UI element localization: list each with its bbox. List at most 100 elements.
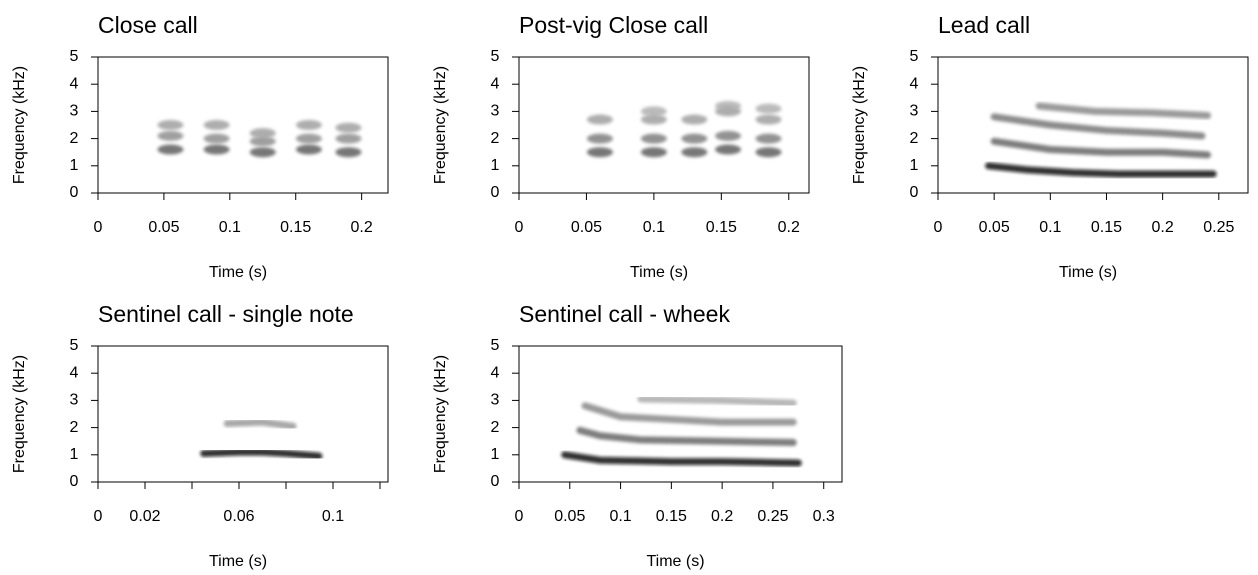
y-tick-label: 3 xyxy=(491,103,500,120)
energy-blob xyxy=(755,114,782,125)
panel-title: Lead call xyxy=(938,12,1030,38)
harmonic-contour xyxy=(576,426,797,447)
y-tick-label: 1 xyxy=(70,157,79,174)
x-axis-label: Time (s) xyxy=(646,553,704,570)
y-axis-label: Frequency (kHz) xyxy=(432,355,449,473)
y-tick-label: 2 xyxy=(491,419,500,436)
x-tick-label: 0 xyxy=(94,219,103,236)
y-tick-label: 5 xyxy=(491,337,500,354)
energy-blob xyxy=(681,147,708,158)
y-tick-label: 0 xyxy=(70,184,79,201)
x-tick-label: 0.05 xyxy=(979,219,1010,236)
y-tick-label: 0 xyxy=(910,184,919,201)
y-tick-label: 1 xyxy=(70,446,79,463)
x-tick-label: 0.15 xyxy=(706,219,737,236)
x-tick-label: 0.05 xyxy=(571,219,602,236)
x-axis-label: Time (s) xyxy=(209,264,267,281)
x-tick-label: 0.25 xyxy=(757,508,788,525)
energy-blob xyxy=(203,144,230,155)
x-tick-label: 0.3 xyxy=(813,508,835,525)
energy-blob xyxy=(715,100,742,111)
x-tick-label: 0 xyxy=(515,219,524,236)
y-tick-label: 4 xyxy=(491,364,500,381)
x-tick-label: 0.06 xyxy=(223,508,254,525)
harmonic-contour xyxy=(990,137,1212,159)
panel-title: Sentinel call - wheek xyxy=(519,301,730,327)
panel-title: Sentinel call - single note xyxy=(98,301,354,327)
y-tick-label: 5 xyxy=(491,48,500,65)
x-tick-label: 0.02 xyxy=(129,508,160,525)
energy-blob xyxy=(755,103,782,114)
energy-blob xyxy=(295,144,322,155)
x-tick-label: 0.05 xyxy=(148,219,179,236)
x-tick-label: 0.15 xyxy=(1091,219,1122,236)
plot-frame xyxy=(518,345,843,483)
plot-frame xyxy=(518,56,810,194)
y-tick-label: 0 xyxy=(491,473,500,490)
energy-blob xyxy=(586,147,613,158)
energy-blob xyxy=(681,133,708,144)
x-tick-label: 0.25 xyxy=(1203,219,1234,236)
y-tick-label: 5 xyxy=(910,48,919,65)
energy-blob xyxy=(335,122,362,133)
harmonic-contour xyxy=(561,451,802,467)
x-tick-label: 0.1 xyxy=(609,508,631,525)
y-tick-label: 1 xyxy=(491,157,500,174)
panel: Sentinel call - wheek Frequency (kHz) Time… xyxy=(432,301,843,570)
energy-blob xyxy=(295,120,322,130)
panel: Sentinel call - single note Frequency (kH… xyxy=(11,301,389,570)
y-tick-label: 2 xyxy=(491,130,500,147)
x-tick-label: 0.05 xyxy=(554,508,585,525)
energy-blob xyxy=(586,133,613,144)
energy-blob xyxy=(157,130,184,141)
y-axis-label: Frequency (kHz) xyxy=(432,66,449,184)
x-tick-label: 0.1 xyxy=(322,508,344,525)
y-tick-label: 1 xyxy=(491,446,500,463)
energy-blob xyxy=(249,136,276,147)
x-tick-label: 0.2 xyxy=(1152,219,1174,236)
x-tick-label: 0 xyxy=(94,508,103,525)
x-tick-label: 0.15 xyxy=(656,508,687,525)
panel: Lead call Frequency (kHz) Time (s) 0 1 2 3 4 5 0 0… xyxy=(851,12,1249,281)
energy-blob xyxy=(203,120,230,130)
y-tick-label: 2 xyxy=(70,419,79,436)
y-tick-label: 3 xyxy=(70,103,79,120)
y-tick-label: 2 xyxy=(910,130,919,147)
x-axis-label: Time (s) xyxy=(1059,264,1117,281)
x-tick-label: 0.1 xyxy=(219,219,241,236)
y-tick-label: 2 xyxy=(70,130,79,147)
y-tick-label: 4 xyxy=(910,75,919,92)
y-axis-label: Frequency (kHz) xyxy=(11,355,28,473)
y-tick-label: 4 xyxy=(70,364,79,381)
energy-blob xyxy=(640,147,667,158)
energy-blob xyxy=(586,114,613,125)
y-tick-label: 3 xyxy=(70,392,79,409)
y-tick-label: 5 xyxy=(70,48,79,65)
y-tick-label: 5 xyxy=(70,337,79,354)
panel-title: Close call xyxy=(98,12,198,38)
energy-blob xyxy=(157,144,184,155)
harmonic-contour xyxy=(581,402,797,426)
x-tick-label: 0 xyxy=(515,508,524,525)
energy-blob xyxy=(249,128,276,139)
energy-blob xyxy=(755,147,782,158)
energy-blob xyxy=(157,120,184,130)
harmonic-contour xyxy=(223,418,297,430)
y-tick-label: 3 xyxy=(491,392,500,409)
x-axis-label: Time (s) xyxy=(209,553,267,570)
energy-blob xyxy=(640,106,667,117)
x-tick-label: 0.1 xyxy=(643,219,665,236)
energy-blob xyxy=(335,147,362,158)
y-tick-label: 3 xyxy=(910,103,919,120)
y-tick-label: 1 xyxy=(910,157,919,174)
energy-blob xyxy=(715,130,742,141)
energy-blob xyxy=(755,133,782,144)
harmonic-contour xyxy=(637,395,797,407)
x-tick-label: 0.2 xyxy=(778,219,800,236)
energy-blob xyxy=(640,133,667,144)
x-tick-label: 0.2 xyxy=(351,219,373,236)
harmonic-contour xyxy=(985,162,1217,178)
energy-blob xyxy=(715,144,742,155)
y-tick-label: 0 xyxy=(491,184,500,201)
